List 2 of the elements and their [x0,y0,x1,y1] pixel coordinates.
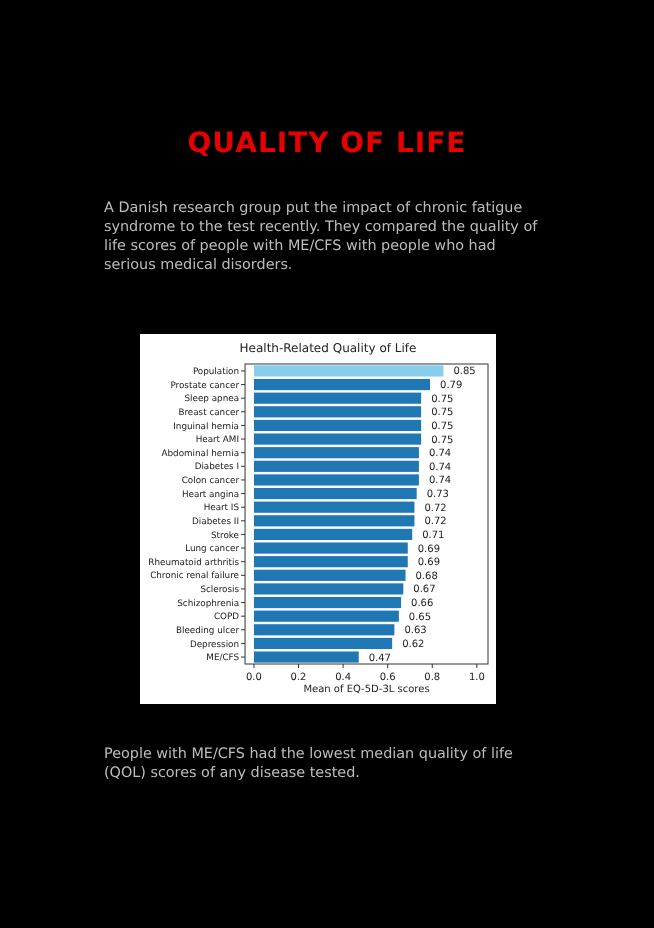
chart-title: QUALITY OF LIFE [187,128,467,160]
bar [253,365,444,377]
